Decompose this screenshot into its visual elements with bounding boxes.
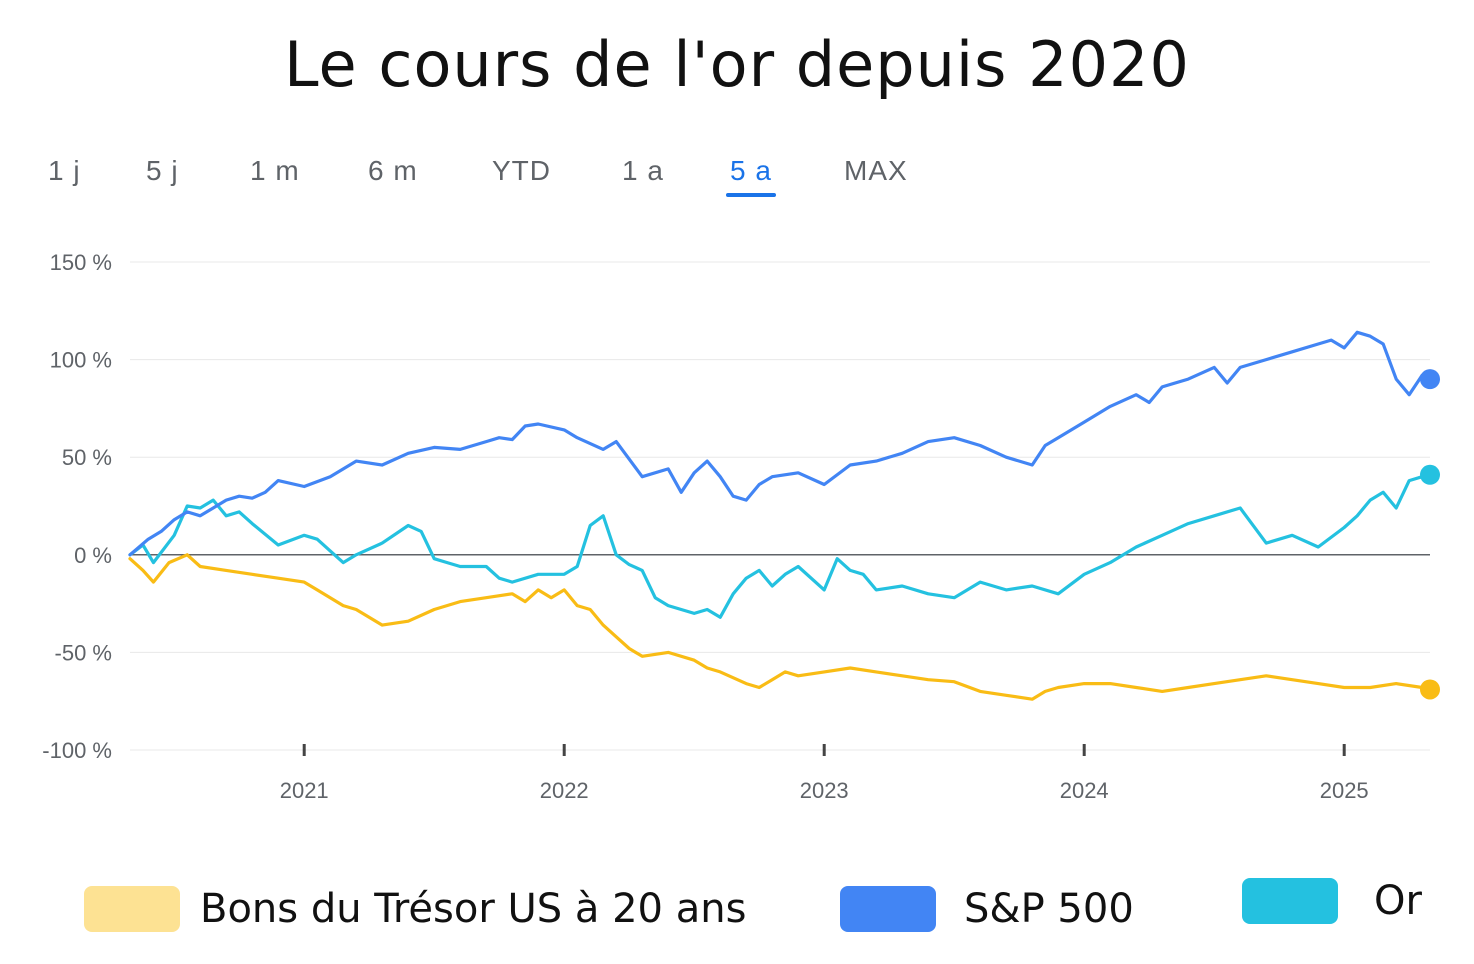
x-axis-ticks: 2021 2022 2023 2024 2025 (280, 744, 1369, 803)
x-tick-label: 2021 (280, 778, 329, 803)
series-lines (128, 330, 1432, 701)
tab-6-months[interactable]: 6 m (368, 155, 418, 187)
legend: Bons du Trésor US à 20 ans S&P 500 Or (0, 870, 1474, 940)
tab-label: 1 j (48, 155, 81, 186)
legend-swatch (84, 886, 180, 932)
series-line (128, 330, 1432, 557)
y-tick-label: -50 % (55, 640, 112, 665)
tab-max[interactable]: MAX (844, 155, 908, 187)
legend-label: Bons du Trésor US à 20 ans (200, 886, 747, 932)
tab-1-day[interactable]: 1 j (48, 155, 81, 187)
series-end-dot (1420, 679, 1440, 700)
x-tick-label: 2022 (540, 778, 589, 803)
tab-ytd[interactable]: YTD (492, 155, 551, 187)
period-tabs: 1 j 5 j 1 m 6 m YTD 1 a 5 a MAX (0, 155, 1474, 205)
tab-1-year[interactable]: 1 a (622, 155, 664, 187)
grid-lines (130, 261, 1430, 751)
tab-underline (726, 193, 776, 197)
y-axis-ticks: 150 % 100 % 50 % 0 % -50 % -100 % (42, 250, 112, 763)
tab-5-years[interactable]: 5 a (726, 155, 776, 197)
x-tick-label: 2024 (1060, 778, 1109, 803)
legend-swatch (1242, 878, 1338, 924)
y-tick-label: 150 % (50, 250, 112, 275)
tab-label: 5 j (146, 155, 179, 186)
chart-title: Le cours de l'or depuis 2020 (284, 28, 1190, 101)
y-tick-label: 0 % (74, 543, 112, 568)
series-end-dot (1420, 369, 1440, 390)
line-chart: 150 %100 %50 %0 %-50 %-100 % 2021 2022 202… (42, 250, 1440, 803)
tab-label: 5 a (730, 155, 772, 186)
y-tick-label: -100 % (42, 738, 112, 763)
series-end-dot (1420, 464, 1440, 485)
tab-label: YTD (492, 155, 551, 186)
legend-label: Or (1374, 878, 1422, 924)
x-tick-label: 2025 (1320, 778, 1369, 803)
tab-label: MAX (844, 155, 908, 186)
tab-label: 6 m (368, 155, 418, 186)
series-line (128, 553, 1432, 701)
tab-label: 1 a (622, 155, 664, 186)
tab-label: 1 m (250, 155, 300, 186)
tab-5-days[interactable]: 5 j (146, 155, 179, 187)
y-tick-label: 100 % (50, 348, 112, 373)
x-tick-label: 2023 (800, 778, 849, 803)
series-line (128, 473, 1432, 619)
y-tick-label: 50 % (62, 445, 112, 470)
legend-label: S&P 500 (964, 886, 1134, 932)
legend-swatch (840, 886, 936, 932)
tab-1-month[interactable]: 1 m (250, 155, 300, 187)
series-end-dots (1420, 369, 1440, 700)
